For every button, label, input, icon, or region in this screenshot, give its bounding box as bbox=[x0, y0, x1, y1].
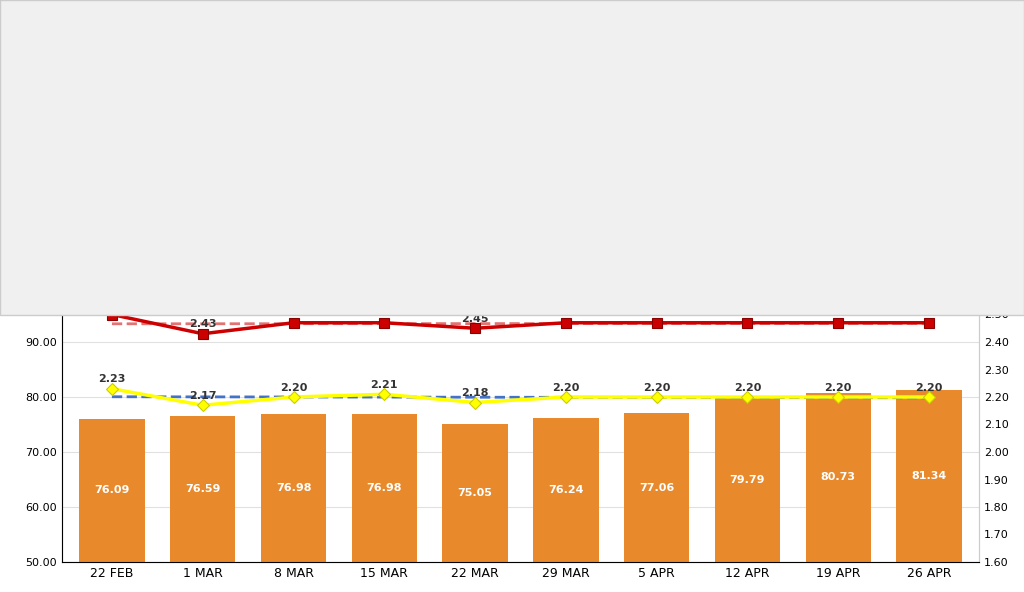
Text: 76.24: 76.24 bbox=[548, 485, 584, 495]
Text: 76.59: 76.59 bbox=[185, 484, 220, 494]
Bar bbox=[261, 414, 327, 592]
Text: 2.47: 2.47 bbox=[527, 141, 631, 183]
Text: 76.98: 76.98 bbox=[275, 483, 311, 493]
Text: 0.00%: 0.00% bbox=[555, 256, 603, 271]
Text: 2.20: 2.20 bbox=[280, 382, 307, 392]
Bar bbox=[351, 414, 417, 592]
Text: 76.98: 76.98 bbox=[367, 483, 402, 493]
Text: 2.20: 2.20 bbox=[915, 382, 943, 392]
Text: 19 Apr  ·  25 Apr: 19 Apr · 25 Apr bbox=[103, 94, 206, 107]
Text: 2.23: 2.23 bbox=[98, 374, 126, 384]
Bar bbox=[850, 117, 1024, 207]
Bar bbox=[670, 85, 848, 115]
Text: 2.50: 2.50 bbox=[98, 300, 126, 310]
Bar bbox=[79, 419, 144, 592]
Text: 2.20: 2.20 bbox=[348, 141, 451, 183]
Text: 0.00: 0.00 bbox=[560, 221, 598, 236]
Bar bbox=[310, 43, 488, 83]
Text: 80.73: 80.73 bbox=[918, 92, 961, 108]
Text: 2.20: 2.20 bbox=[382, 92, 416, 108]
Text: Diesel: Diesel bbox=[728, 54, 791, 72]
Text: Price Change: Price Change bbox=[84, 238, 176, 252]
Text: www.MyPF.my: www.MyPF.my bbox=[71, 8, 206, 27]
Text: 2.18: 2.18 bbox=[742, 92, 776, 108]
Bar bbox=[850, 43, 1024, 83]
Text: Latest Petrol Prices in Malaysia ⛽: Latest Petrol Prices in Malaysia ⛽ bbox=[419, 8, 810, 27]
Text: 2.18: 2.18 bbox=[708, 141, 810, 183]
Text: 0.61: 0.61 bbox=[921, 227, 957, 242]
Text: 2.20: 2.20 bbox=[734, 382, 761, 392]
Text: 2.47: 2.47 bbox=[552, 308, 580, 318]
Text: USD/Barrel: USD/Barrel bbox=[884, 54, 994, 72]
Text: 75.05: 75.05 bbox=[458, 488, 493, 498]
Bar bbox=[310, 85, 488, 115]
Text: 2.21: 2.21 bbox=[371, 380, 398, 390]
Text: 0.00: 0.00 bbox=[740, 221, 778, 236]
Text: 0.00%: 0.00% bbox=[735, 256, 783, 271]
Bar bbox=[850, 85, 1024, 115]
Bar bbox=[490, 43, 668, 83]
Bar bbox=[715, 398, 780, 592]
Text: 79.79: 79.79 bbox=[730, 475, 765, 485]
Bar bbox=[670, 117, 848, 207]
Text: RON95: RON95 bbox=[365, 54, 433, 72]
Bar bbox=[850, 253, 1024, 283]
Bar bbox=[310, 117, 488, 207]
Bar bbox=[490, 117, 668, 207]
Bar bbox=[670, 43, 848, 83]
Text: RON97: RON97 bbox=[545, 54, 613, 72]
Bar bbox=[850, 219, 1024, 249]
Text: 2.47: 2.47 bbox=[824, 308, 852, 318]
Text: 2.47: 2.47 bbox=[643, 308, 671, 318]
Text: PETROL PRICES TREND: PETROL PRICES TREND bbox=[406, 214, 636, 232]
Bar bbox=[170, 416, 236, 592]
Text: 2.47: 2.47 bbox=[733, 308, 761, 318]
Text: 81.34: 81.34 bbox=[911, 471, 947, 481]
Text: 2.47: 2.47 bbox=[562, 92, 596, 108]
Text: 77.06: 77.06 bbox=[639, 482, 675, 493]
Bar bbox=[490, 85, 668, 115]
Text: 2.17: 2.17 bbox=[189, 391, 216, 401]
Text: 2.47: 2.47 bbox=[280, 308, 307, 318]
Text: 80.73: 80.73 bbox=[821, 472, 856, 482]
Text: 2.47: 2.47 bbox=[915, 308, 943, 318]
Text: 0.00%: 0.00% bbox=[375, 256, 423, 271]
Bar bbox=[442, 424, 508, 592]
Text: 2.20: 2.20 bbox=[643, 382, 671, 392]
Text: 0.75%: 0.75% bbox=[912, 260, 966, 275]
Text: 2.20: 2.20 bbox=[552, 382, 580, 392]
Text: 2.45: 2.45 bbox=[462, 314, 488, 324]
Text: 2.18: 2.18 bbox=[462, 388, 488, 398]
Text: 2.47: 2.47 bbox=[371, 308, 398, 318]
Text: 76.09: 76.09 bbox=[94, 485, 130, 496]
Text: 26 Apr - 2 May: 26 Apr - 2 May bbox=[26, 148, 253, 176]
Text: 81.34: 81.34 bbox=[873, 141, 1005, 183]
Text: 0.00: 0.00 bbox=[380, 221, 418, 236]
Text: 2.20: 2.20 bbox=[824, 382, 852, 392]
Bar bbox=[806, 393, 871, 592]
Text: 2.43: 2.43 bbox=[189, 319, 216, 329]
Bar bbox=[896, 390, 962, 592]
Legend: USD/Barrel, RON95, RON97, RON95 Trend, RON97 Trend: USD/Barrel, RON95, RON97, RON95 Trend, R… bbox=[257, 255, 783, 277]
Bar bbox=[624, 413, 689, 592]
Bar bbox=[534, 418, 599, 592]
